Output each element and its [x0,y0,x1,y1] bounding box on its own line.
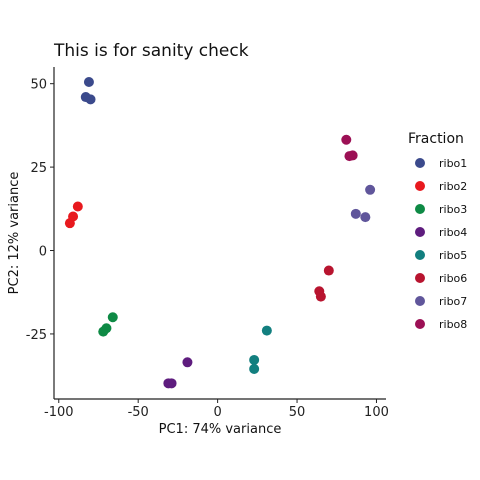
y-tick-label: 0 [39,245,47,260]
axes: -100 -50 0 50 100 -25 0 25 50 [26,67,389,420]
data-point-ribo3 [98,326,109,337]
legend-label-ribo5: ribo5 [439,249,467,262]
legend-label-ribo7: ribo7 [439,295,467,308]
y-axis-title: PC2: 12% variance [7,172,22,295]
legend-key-ribo3 [415,204,425,214]
data-point-ribo4 [163,378,174,389]
data-point-ribo6 [323,265,334,276]
legend-key-ribo2 [415,181,425,191]
data-point-ribo1 [85,94,96,105]
legend-key-ribo5 [415,250,425,260]
y-tick-label: -25 [26,328,47,343]
x-axis-title: PC1: 74% variance [159,422,282,437]
data-point-ribo5 [249,363,260,374]
data-point-ribo7 [350,208,361,219]
data-point-ribo6 [315,291,326,302]
x-tick-label: 50 [289,405,306,420]
data-point-ribo8 [347,150,358,161]
legend-label-ribo6: ribo6 [439,272,467,285]
chart-title: This is for sanity check [53,41,249,61]
data-point-ribo7 [360,212,371,223]
data-point-ribo1 [83,77,94,88]
legend-key-ribo4 [415,227,425,237]
x-ticks: -100 -50 0 50 100 [44,399,389,420]
legend-label-ribo3: ribo3 [439,203,467,216]
data-point-ribo5 [261,325,272,336]
legend-label-ribo1: ribo1 [439,157,467,170]
legend-title: Fraction [408,131,464,147]
data-point-ribo8 [341,134,352,145]
data-point-ribo5 [249,354,260,365]
y-ticks: -25 0 25 50 [26,78,54,343]
legend-key-ribo6 [415,273,425,283]
y-tick-label: 25 [30,161,47,176]
x-tick-label: -50 [128,405,149,420]
legend-label-ribo2: ribo2 [439,180,467,193]
y-tick-label: 50 [30,78,47,93]
legend-key-ribo7 [415,296,425,306]
data-point-ribo2 [72,201,83,212]
data-point-ribo4 [182,357,193,368]
legend-key-ribo8 [415,319,425,329]
x-tick-label: -100 [44,405,74,420]
legend-label-ribo8: ribo8 [439,318,467,331]
data-points [64,77,376,389]
legend: Fraction ribo1ribo2ribo3ribo4ribo5ribo6r… [408,131,467,331]
legend-items: ribo1 ribo2 ribo3 ribo4 ribo5 ribo6 ribo7 ribo8 [415,157,467,331]
data-point-ribo3 [107,312,118,323]
legend-key-ribo1 [415,158,425,168]
data-point-ribo2 [68,211,79,222]
legend-label-ribo4: ribo4 [439,226,467,239]
x-tick-label: 100 [364,405,389,420]
x-tick-label: 0 [213,405,221,420]
data-point-ribo7 [365,184,376,195]
